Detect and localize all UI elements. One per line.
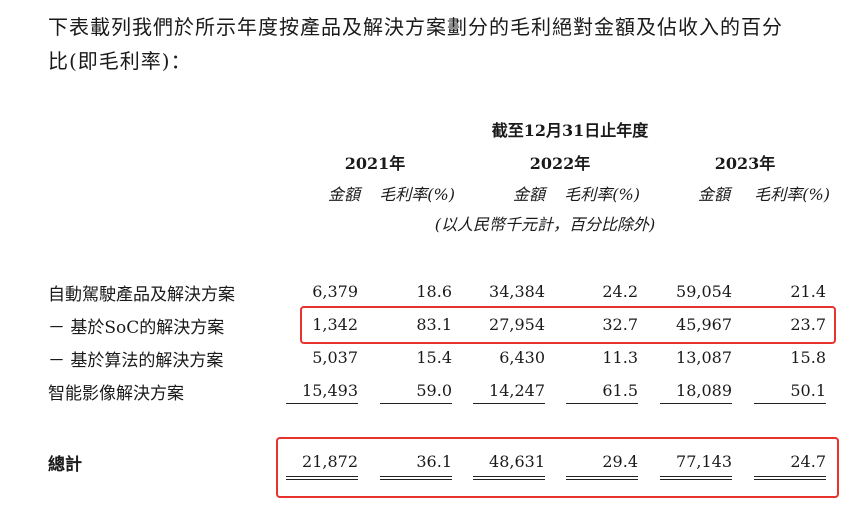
total-double-rule [754,476,826,480]
margin-label-2022: 毛利率(%) [564,185,640,204]
table-cell: 27,954 [489,315,545,334]
table-cell: 24.2 [602,282,638,301]
table-cell: 15.8 [790,348,826,367]
total-cell: 21,872 [302,452,358,471]
table-cell: 23.7 [790,315,826,334]
year-2022-header: 2022年 [529,154,591,173]
total-cell: 24.7 [790,452,826,471]
margin-label-2023: 毛利率(%) [754,185,830,204]
amount-label-2023: 金額 [697,185,730,204]
year-2021-header: 2021年 [344,154,406,173]
table-cell: 11.3 [602,348,638,367]
table-cell: 14,247 [489,381,545,400]
intro-line-1: 下表載列我們於所示年度按產品及解決方案劃分的毛利絕對金額及佔收入的百分 [48,15,783,39]
row-label-intelligent-imaging: 智能影像解決方案 [48,384,184,404]
row-label-algorithm-solutions: － 基於算法的解決方案 [48,351,224,371]
table-cell: 59.0 [416,381,452,400]
table-cell: 1,342 [312,315,358,334]
year-2023-header: 2023年 [714,154,776,173]
margin-label-2021: 毛利率(%) [379,185,455,204]
total-double-rule [566,476,638,480]
table-cell: 21.4 [790,282,826,301]
table-cell: 6,379 [312,282,358,301]
period-header: 截至12月31日止年度 [491,121,649,140]
total-cell: 48,631 [489,452,545,471]
total-double-rule [473,476,545,480]
total-row-highlight [276,437,839,498]
table-cell: 18.6 [416,282,452,301]
subtotal-rule [473,403,545,404]
table-cell: 5,037 [312,348,358,367]
subtotal-rule [286,403,358,404]
subtotal-rule [754,403,826,404]
subtotal-rule [566,403,638,404]
table-cell: 61.5 [602,381,638,400]
table-cell: 32.7 [602,315,638,334]
subtotal-rule [660,403,732,404]
table-cell: 50.1 [790,381,826,400]
table-cell: 34,384 [489,282,545,301]
total-cell: 77,143 [676,452,732,471]
table-cell: 13,087 [676,348,732,367]
unit-note: (以人民幣千元計，百分比除外) [434,215,656,234]
table-cell: 18,089 [676,381,732,400]
total-double-rule [380,476,452,480]
soc-row-highlight [300,306,836,344]
table-cell: 15,493 [302,381,358,400]
total-cell: 36.1 [416,452,452,471]
amount-label-2022: 金額 [512,185,545,204]
table-cell: 83.1 [416,315,452,334]
subtotal-rule [380,403,452,404]
table-cell: 59,054 [676,282,732,301]
intro-line-2: 比(即毛利率)： [48,49,192,73]
total-double-rule [660,476,732,480]
row-label-autonomous-driving: 自動駕駛產品及解決方案 [48,285,235,305]
amount-label-2021: 金額 [327,185,360,204]
table-cell: 6,430 [499,348,545,367]
total-label: 總計 [48,455,82,475]
row-label-soc-solutions: － 基於SoC的解決方案 [48,318,225,338]
total-double-rule [286,476,358,480]
table-cell: 45,967 [676,315,732,334]
total-cell: 29.4 [602,452,638,471]
table-cell: 15.4 [416,348,452,367]
